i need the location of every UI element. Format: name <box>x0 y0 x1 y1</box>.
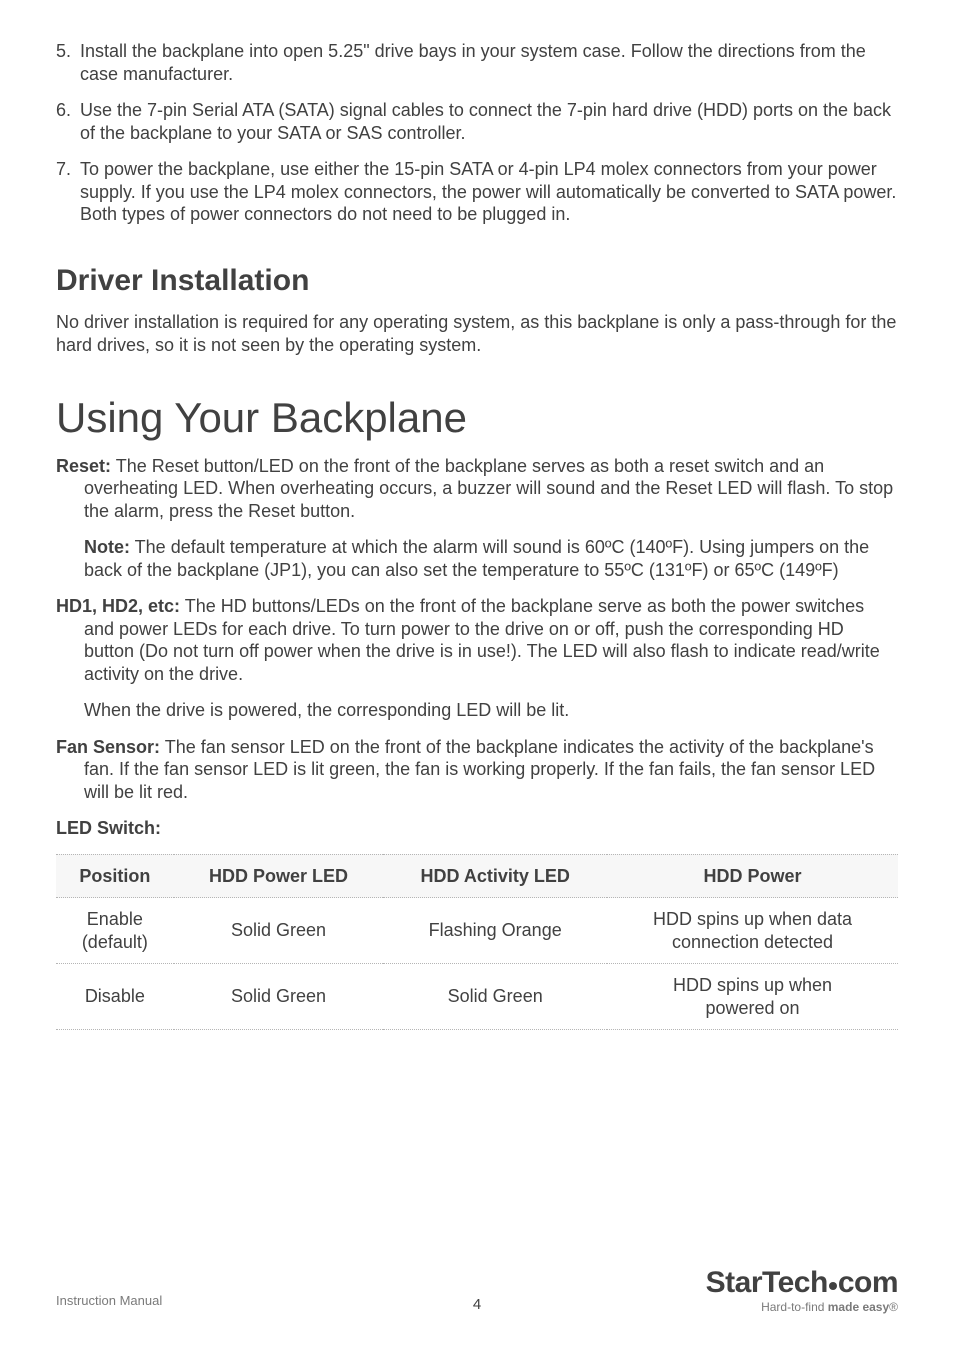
cell-enable-b: (default) <box>82 932 148 952</box>
footer-logo: StarTech com Hard-to-find made easy® <box>706 1268 898 1315</box>
table-row: Disable Solid Green Solid Green HDD spin… <box>56 964 898 1030</box>
note-term: Note: <box>84 537 130 557</box>
cell-r1c3b: powered on <box>705 998 799 1018</box>
hd-text: The HD buttons/LEDs on the front of the … <box>84 596 880 684</box>
cell-r0c3b: connection detected <box>672 932 833 952</box>
cell-enable-a: Enable <box>87 909 143 929</box>
footer-manual: Instruction Manual <box>56 1293 162 1309</box>
fan-def: Fan Sensor: The fan sensor LED on the fr… <box>56 736 898 804</box>
step-6-text: Use the 7-pin Serial ATA (SATA) signal c… <box>80 100 891 143</box>
led-switch-label: LED Switch: <box>56 817 898 840</box>
note-text: The default temperature at which the ala… <box>84 537 869 580</box>
step-7: 7.To power the backplane, use either the… <box>56 158 898 226</box>
footer-page: 4 <box>473 1296 481 1315</box>
led-table: Position HDD Power LED HDD Activity LED … <box>56 854 898 1031</box>
cell-r0c3: HDD spins up when data connection detecte… <box>607 898 898 964</box>
footer: Instruction Manual 4 StarTech com Hard-to… <box>56 1255 898 1315</box>
step-5: 5.Install the backplane into open 5.25" … <box>56 40 898 85</box>
cell-r1c3a: HDD spins up when <box>673 975 832 995</box>
using-heading: Using Your Backplane <box>56 392 898 445</box>
th-activity-led: HDD Activity LED <box>383 854 607 898</box>
cell-r0c2: Flashing Orange <box>383 898 607 964</box>
step-6-num: 6. <box>56 99 80 122</box>
numbered-steps: 5.Install the backplane into open 5.25" … <box>56 40 898 226</box>
tag-b: made easy <box>828 1300 889 1314</box>
hd-term: HD1, HD2, etc: <box>56 596 180 616</box>
th-position: Position <box>56 854 174 898</box>
brand-b: com <box>838 1266 898 1299</box>
fan-text: The fan sensor LED on the front of the b… <box>84 737 875 802</box>
note-block: Note: The default temperature at which t… <box>56 536 898 581</box>
brand-text: StarTech com <box>706 1268 898 1298</box>
th-hdd-power: HDD Power <box>607 854 898 898</box>
tag-reg: ® <box>889 1300 898 1314</box>
step-7-text: To power the backplane, use either the 1… <box>80 159 896 224</box>
driver-para: No driver installation is required for a… <box>56 311 898 356</box>
cell-disable: Disable <box>56 964 174 1030</box>
brand-a: StarTech <box>706 1266 828 1299</box>
hd-sub: When the drive is powered, the correspon… <box>56 699 898 722</box>
step-6: 6.Use the 7-pin Serial ATA (SATA) signal… <box>56 99 898 144</box>
step-5-num: 5. <box>56 40 80 63</box>
reset-term: Reset: <box>56 456 111 476</box>
brand-tagline: Hard-to-find made easy® <box>706 1300 898 1315</box>
brand-dot-icon <box>829 1282 837 1290</box>
reset-def: Reset: The Reset button/LED on the front… <box>56 455 898 523</box>
tag-a: Hard-to-find <box>761 1300 828 1314</box>
fan-term: Fan Sensor: <box>56 737 160 757</box>
cell-enable: Enable (default) <box>56 898 174 964</box>
cell-r1c1: Solid Green <box>174 964 384 1030</box>
step-7-num: 7. <box>56 158 80 181</box>
driver-heading: Driver Installation <box>56 262 898 300</box>
table-header-row: Position HDD Power LED HDD Activity LED … <box>56 854 898 898</box>
reset-text: The Reset button/LED on the front of the… <box>84 456 893 521</box>
cell-r1c2: Solid Green <box>383 964 607 1030</box>
th-power-led: HDD Power LED <box>174 854 384 898</box>
table-row: Enable (default) Solid Green Flashing Ora… <box>56 898 898 964</box>
cell-r0c3a: HDD spins up when data <box>653 909 852 929</box>
hd-def: HD1, HD2, etc: The HD buttons/LEDs on th… <box>56 595 898 685</box>
cell-r1c3: HDD spins up when powered on <box>607 964 898 1030</box>
cell-r0c1: Solid Green <box>174 898 384 964</box>
step-5-text: Install the backplane into open 5.25" dr… <box>80 41 866 84</box>
